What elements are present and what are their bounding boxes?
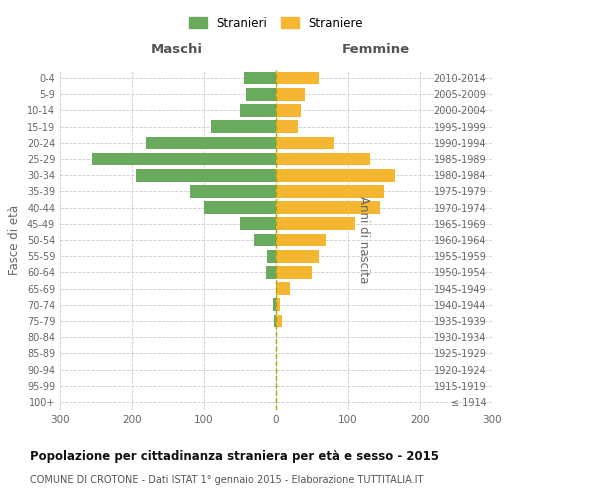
Bar [276, 169, 395, 181]
Bar [276, 72, 319, 85]
Bar [254, 234, 276, 246]
Bar [276, 120, 298, 133]
Bar [276, 152, 370, 166]
Legend: Stranieri, Straniere: Stranieri, Straniere [183, 11, 369, 36]
Bar [276, 136, 334, 149]
Bar [276, 250, 319, 262]
Bar [204, 202, 276, 214]
Bar [276, 202, 380, 214]
Bar [146, 136, 276, 149]
Bar [273, 298, 276, 311]
Bar [240, 104, 276, 117]
Bar [276, 266, 312, 278]
Bar [276, 298, 280, 311]
Bar [276, 218, 355, 230]
Bar [244, 72, 276, 85]
Y-axis label: Fasce di età: Fasce di età [8, 205, 21, 275]
Bar [276, 185, 384, 198]
Bar [190, 185, 276, 198]
Text: COMUNE DI CROTONE - Dati ISTAT 1° gennaio 2015 - Elaborazione TUTTITALIA.IT: COMUNE DI CROTONE - Dati ISTAT 1° gennai… [30, 475, 424, 485]
Text: Femmine: Femmine [341, 44, 409, 57]
Bar [276, 282, 290, 295]
Bar [246, 88, 276, 101]
Bar [240, 218, 276, 230]
Bar [268, 250, 276, 262]
Bar [276, 104, 301, 117]
Y-axis label: Anni di nascita: Anni di nascita [357, 196, 370, 284]
Text: Popolazione per cittadinanza straniera per età e sesso - 2015: Popolazione per cittadinanza straniera p… [30, 450, 439, 463]
Bar [276, 88, 305, 101]
Bar [276, 234, 326, 246]
Text: Maschi: Maschi [151, 44, 203, 57]
Bar [276, 314, 282, 328]
Bar [266, 266, 276, 278]
Bar [211, 120, 276, 133]
Bar [136, 169, 276, 181]
Bar [92, 152, 276, 166]
Bar [274, 314, 276, 328]
